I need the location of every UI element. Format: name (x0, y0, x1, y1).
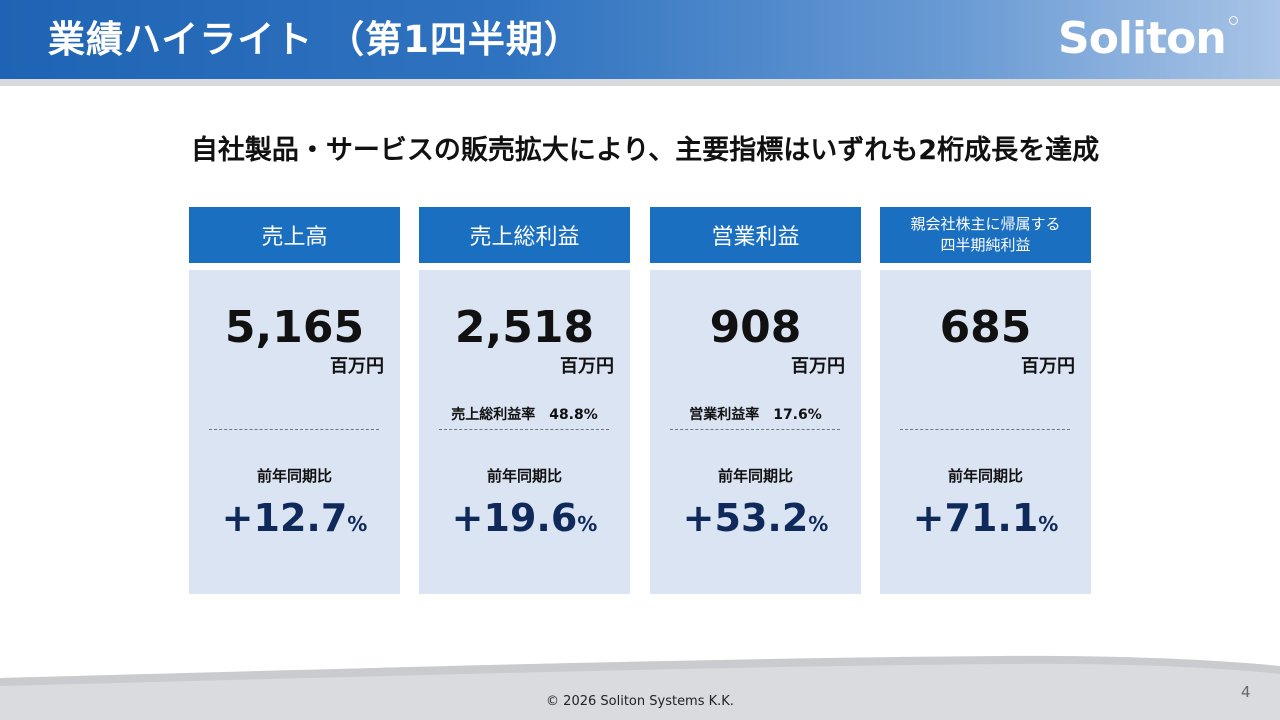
slide-title: 業績ハイライト （第1四半期） (48, 18, 582, 61)
yoy-change: +19.6% (419, 496, 630, 540)
dashed-separator (670, 429, 840, 430)
yoy-label: 前年同期比 (256, 467, 332, 485)
headline: 自社製品・サービスの販売拡大により、主要指標はいずれも2桁成長を達成 (190, 135, 1100, 166)
soliton-logo: Soliton (1058, 13, 1227, 64)
yoy-value: +71.1 (912, 496, 1039, 540)
yoy-label: 前年同期比 (947, 467, 1023, 485)
yoy-change: +12.7% (189, 496, 400, 540)
card-unit: 百万円 (330, 356, 384, 377)
card-value: 5,165 (224, 302, 365, 353)
yoy-value: +12.7 (221, 496, 348, 540)
yoy-unit: % (1038, 512, 1059, 536)
card-unit: 百万円 (560, 356, 614, 377)
yoy-change: +71.1% (880, 496, 1091, 540)
footer-wave (0, 655, 1280, 720)
yoy-unit: % (577, 512, 598, 536)
card-value: 908 (709, 302, 802, 353)
yoy-value: +19.6 (451, 496, 578, 540)
card-label: 売上総利益 (469, 225, 580, 250)
yoy-change: +53.2% (650, 496, 861, 540)
card-body: 685 百万円 前年同期比 +71.1% (880, 270, 1091, 594)
copyright: © 2026 Soliton Systems K.K. (546, 694, 734, 709)
card-body: 2,518 百万円 売上総利益率 48.8% 前年同期比 +19.6% (419, 270, 630, 594)
card-header: 親会社株主に帰属する 四半期純利益 (880, 207, 1091, 263)
card-header: 売上総利益 (419, 207, 630, 263)
yoy-label: 前年同期比 (486, 467, 562, 485)
header-bar (0, 0, 1280, 79)
yoy-unit: % (808, 512, 829, 536)
card-header: 売上高 (189, 207, 400, 263)
card-ratio: 売上総利益率 48.8% (451, 407, 598, 423)
page-number: 4 (1241, 683, 1251, 701)
dashed-separator (439, 429, 609, 430)
card-value: 685 (939, 302, 1032, 353)
card-value: 2,518 (454, 302, 595, 353)
card-ratio: 営業利益率 17.6% (689, 407, 822, 423)
card-label: 親会社株主に帰属する 四半期純利益 (910, 215, 1061, 254)
card-body: 908 百万円 営業利益率 17.6% 前年同期比 +53.2% (650, 270, 861, 594)
yoy-label: 前年同期比 (717, 467, 793, 485)
dashed-separator (209, 429, 379, 430)
dashed-separator (900, 429, 1070, 430)
card-header: 営業利益 (650, 207, 861, 263)
yoy-unit: % (347, 512, 368, 536)
card-unit: 百万円 (1021, 356, 1075, 377)
card-label: 営業利益 (711, 225, 800, 250)
card-label: 売上高 (261, 225, 328, 250)
card-body: 5,165 百万円 前年同期比 +12.7% (189, 270, 400, 594)
yoy-value: +53.2 (682, 496, 809, 540)
registered-mark-icon (1229, 16, 1238, 25)
header-divider (0, 79, 1280, 86)
card-unit: 百万円 (791, 356, 845, 377)
